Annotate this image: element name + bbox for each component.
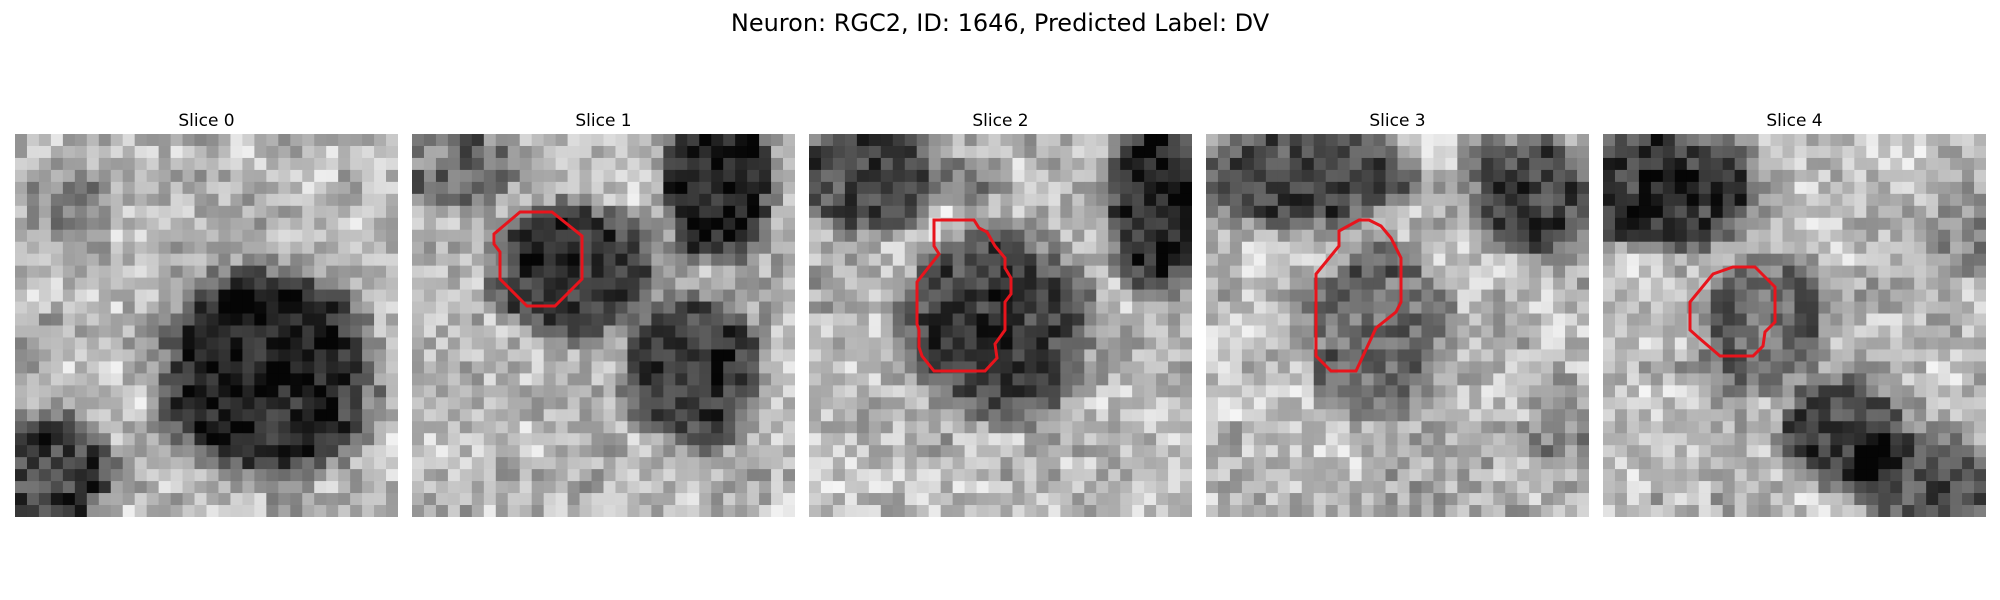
figure-title: Neuron: RGC2, ID: 1646, Predicted Label:… [730, 9, 1270, 37]
cell-outline [1688, 265, 1777, 358]
slice-image [15, 134, 398, 517]
panel-title: Slice 3 [1369, 111, 1426, 131]
panel-title: Slice 1 [575, 111, 632, 131]
cell-outline [915, 218, 1013, 373]
panel-title: Slice 0 [178, 111, 235, 131]
slice-image [1603, 134, 1986, 517]
slice-image [809, 134, 1192, 517]
cell-outline [492, 210, 584, 308]
panel-title: Slice 2 [972, 111, 1029, 131]
slice-image [412, 134, 795, 517]
panel-title: Slice 4 [1766, 111, 1823, 131]
cell-outline [1314, 218, 1403, 373]
slice-image [1206, 134, 1589, 517]
